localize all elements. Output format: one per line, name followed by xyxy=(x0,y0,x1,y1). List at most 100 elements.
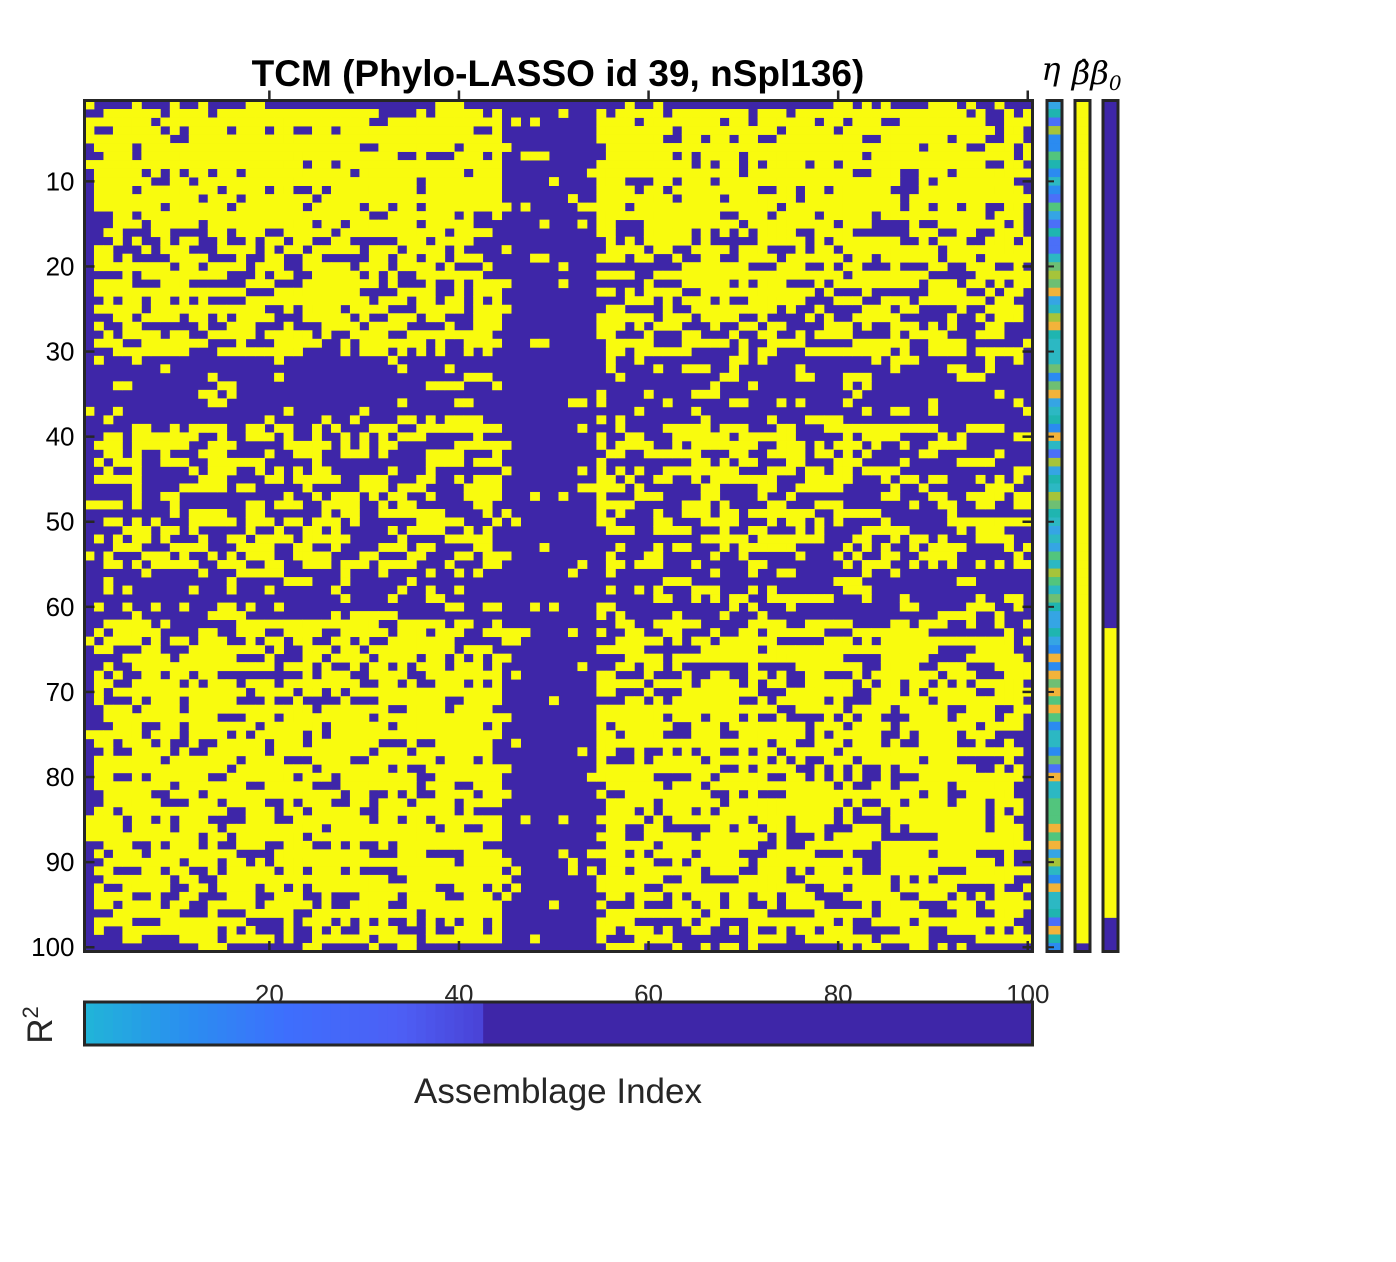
heatmap-cell xyxy=(861,466,872,476)
beta0-cell xyxy=(1103,738,1118,748)
heatmap-cell xyxy=(672,611,683,621)
heatmap-cell xyxy=(141,338,161,348)
heatmap-cell xyxy=(928,543,948,552)
heatmap-cell xyxy=(302,253,322,263)
heatmap-cell xyxy=(169,151,180,161)
heatmap-cell xyxy=(842,398,853,408)
heatmap-cell xyxy=(634,134,645,144)
heatmap-cell xyxy=(985,636,1005,646)
heatmap-cell xyxy=(416,194,446,204)
heatmap-cell xyxy=(748,806,768,816)
heatmap-cell xyxy=(387,211,408,221)
heatmap-cell xyxy=(131,432,152,442)
heatmap-cell xyxy=(928,891,948,901)
heatmap-cell xyxy=(653,585,664,595)
heatmap-cell xyxy=(179,202,190,212)
heatmap-cell xyxy=(103,440,114,450)
heatmap-cell xyxy=(776,211,787,221)
heatmap-cell xyxy=(700,262,740,272)
heatmap-cell xyxy=(473,568,484,578)
heatmap-cell xyxy=(236,568,256,578)
heatmap-cell xyxy=(852,832,872,842)
heatmap-cell xyxy=(634,355,645,365)
heatmap-cell xyxy=(160,713,209,723)
heatmap-cell xyxy=(425,925,436,935)
heatmap-cell xyxy=(131,747,161,757)
heatmap-cell xyxy=(852,764,863,774)
heatmap-cell xyxy=(842,474,853,484)
heatmap-cell xyxy=(274,823,303,833)
heatmap-cell xyxy=(103,466,114,476)
heatmap-cell xyxy=(966,704,995,714)
heatmap-cell xyxy=(662,423,702,433)
heatmap-cell xyxy=(814,908,863,918)
heatmap-cell xyxy=(643,772,654,782)
heatmap-cell xyxy=(274,287,294,297)
heatmap-cell xyxy=(804,253,815,263)
heatmap-cell xyxy=(928,398,939,408)
beta-hat-cell xyxy=(1075,338,1090,348)
heatmap-cell xyxy=(435,449,446,459)
beta-hat-cell xyxy=(1075,738,1090,748)
heatmap-cell xyxy=(122,526,142,535)
heatmap-cell xyxy=(937,823,958,833)
heatmap-cell xyxy=(947,543,967,552)
heatmap-cell xyxy=(880,662,891,672)
heatmap-cell xyxy=(909,653,929,663)
heatmap-cell xyxy=(406,202,417,212)
heatmap-cell xyxy=(833,704,844,714)
beta-hat-cell xyxy=(1075,908,1090,918)
heatmap-cell xyxy=(605,168,616,178)
heatmap-cell xyxy=(767,321,777,331)
eta-cell xyxy=(1047,304,1062,314)
heatmap-cell xyxy=(501,636,521,646)
heatmap-cell xyxy=(169,772,209,782)
heatmap-cell xyxy=(662,126,673,135)
heatmap-cell xyxy=(169,866,180,876)
heatmap-cell xyxy=(624,696,635,706)
heatmap-cell xyxy=(842,432,853,442)
heatmap-cell xyxy=(264,262,284,272)
heatmap-cell xyxy=(634,321,645,331)
heatmap-cell xyxy=(245,755,284,765)
heatmap-cell xyxy=(672,815,702,825)
heatmap-cell xyxy=(700,483,711,493)
heatmap-cell xyxy=(577,466,588,476)
heatmap-cell xyxy=(909,628,929,638)
heatmap-cell xyxy=(852,151,863,161)
heatmap-cell xyxy=(710,313,740,323)
heatmap-cell xyxy=(283,440,313,450)
heatmap-cell xyxy=(823,704,834,714)
heatmap-cell xyxy=(312,466,332,476)
heatmap-cell xyxy=(975,262,986,272)
heatmap-cell xyxy=(814,806,834,816)
heatmap-cell xyxy=(93,925,104,935)
heatmap-cell xyxy=(188,219,199,229)
heatmap-cell xyxy=(842,126,863,135)
heatmap-cell xyxy=(767,143,844,152)
heatmap-cell xyxy=(425,313,436,323)
heatmap-cell xyxy=(890,355,910,365)
heatmap-cell xyxy=(814,304,825,314)
heatmap-cell xyxy=(767,806,777,816)
heatmap-cell xyxy=(473,160,503,169)
heatmap-cell xyxy=(93,781,114,791)
heatmap-cell xyxy=(643,330,654,340)
heatmap-cell xyxy=(302,526,313,535)
heatmap-cell xyxy=(321,900,332,910)
y-tick-label: 80 xyxy=(46,762,75,792)
heatmap-cell xyxy=(624,296,654,306)
heatmap-cell xyxy=(672,840,692,850)
heatmap-cell xyxy=(738,823,758,833)
heatmap-cell xyxy=(492,440,512,450)
eta-cell xyxy=(1047,177,1062,186)
heatmap-cell xyxy=(643,228,654,238)
heatmap-cell xyxy=(700,534,711,544)
heatmap-cell xyxy=(255,713,275,723)
heatmap-cell xyxy=(596,508,607,518)
beta0-strip xyxy=(1101,99,1120,953)
heatmap-cell xyxy=(956,798,986,808)
heatmap-cell xyxy=(302,211,313,221)
heatmap-cell xyxy=(662,466,692,476)
heatmap-cell xyxy=(93,321,104,331)
